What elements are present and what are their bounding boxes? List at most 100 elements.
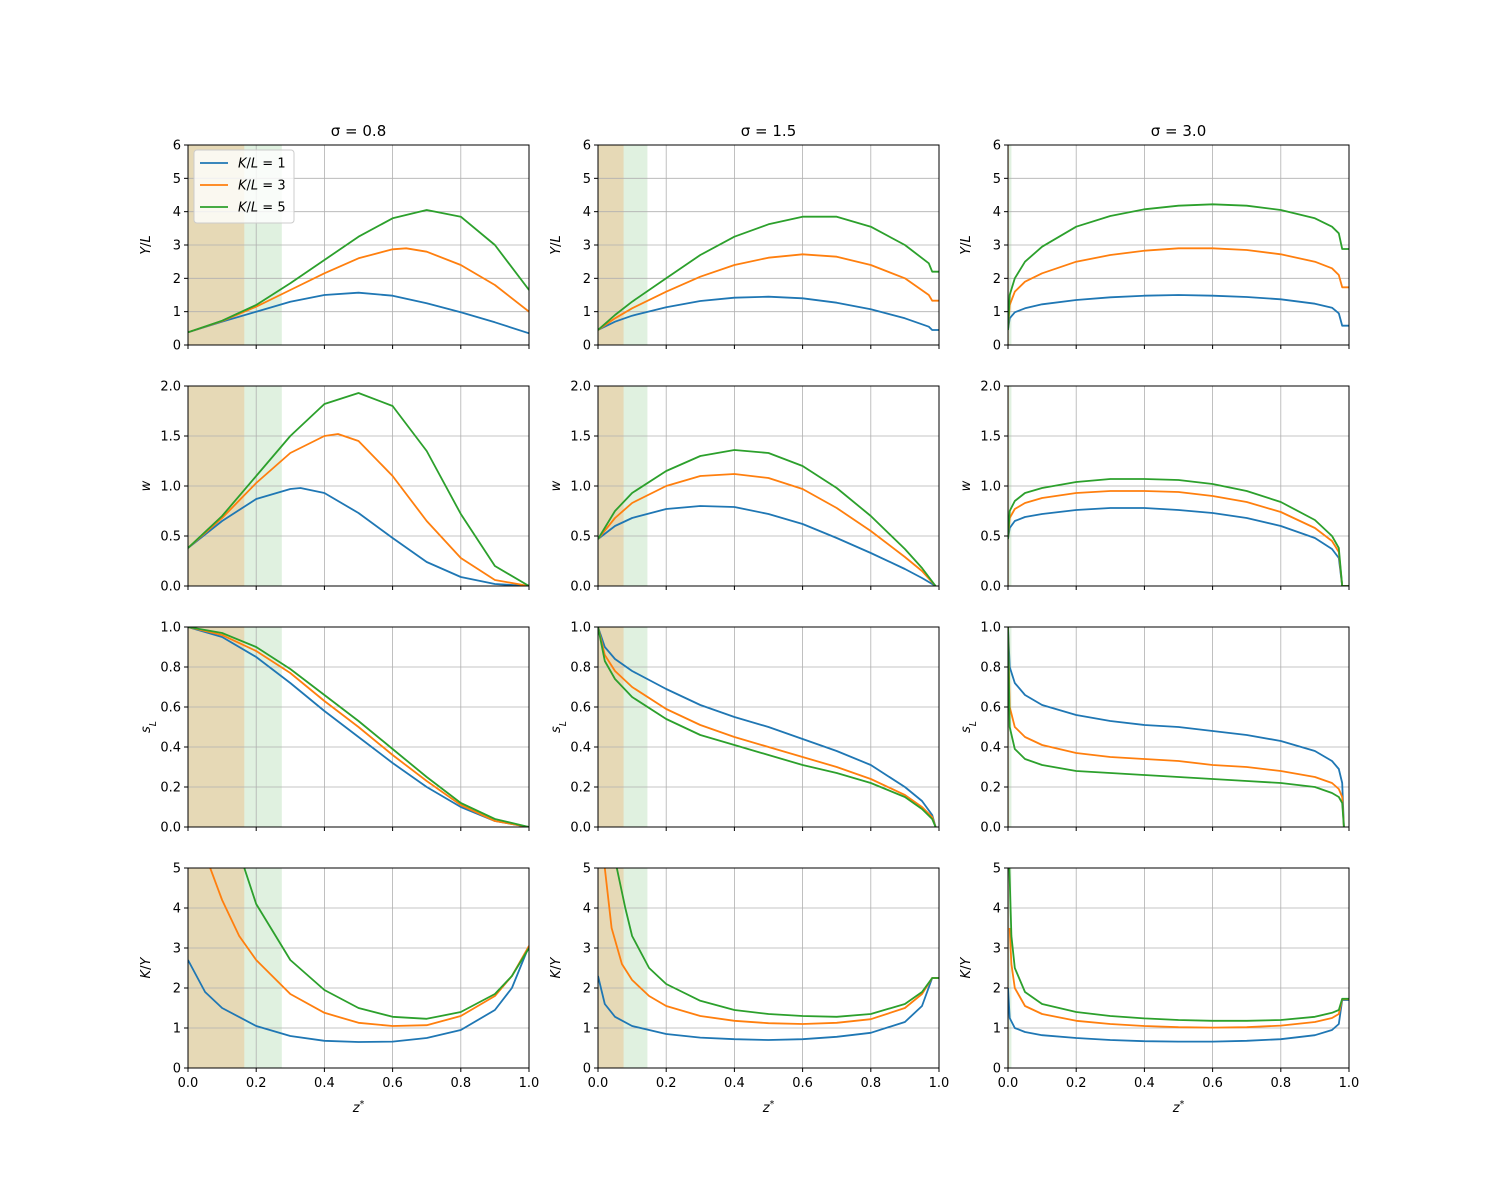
series-line-kl-3 xyxy=(188,433,529,586)
y-tick-label: 0.5 xyxy=(570,530,591,545)
y-tick-label: 2.0 xyxy=(160,380,181,395)
series-line-kl-1 xyxy=(188,627,529,827)
series-line-kl-1 xyxy=(188,945,529,1043)
y-tick-label: 1 xyxy=(993,305,1001,320)
series-line-kl-1 xyxy=(598,505,937,586)
subplot-col2-row1: 0.0 0.5 1.0 1.5 2.0 w xyxy=(959,380,1350,595)
series-line-kl-3 xyxy=(603,868,939,1025)
series-line-kl-1 xyxy=(1008,627,1345,827)
y-tick-label: 1 xyxy=(173,305,181,320)
y-tick-label: 6 xyxy=(173,139,181,154)
series-line-kl-1 xyxy=(188,487,529,586)
y-tick-label: 0.0 xyxy=(980,580,1001,595)
y-tick-label: 0.0 xyxy=(570,580,591,595)
shaded-region-green xyxy=(1008,868,1012,1068)
y-axis-label: w xyxy=(549,480,564,491)
y-tick-label: 6 xyxy=(993,139,1001,154)
y-tick-label: 3 xyxy=(993,239,1001,254)
y-tick-label: 2 xyxy=(993,272,1001,287)
series-line-kl-3 xyxy=(188,247,529,334)
panel-title: σ = 1.5 xyxy=(741,122,796,140)
x-tick-label: 0.4 xyxy=(314,1076,335,1091)
y-tick-label: 4 xyxy=(583,205,591,220)
shaded-region-green xyxy=(598,868,648,1068)
y-tick-label: 0 xyxy=(583,339,591,354)
y-tick-label: 2 xyxy=(583,982,591,997)
x-tick-label: 0.6 xyxy=(792,1076,813,1091)
y-axis-label: K/Y xyxy=(959,957,974,979)
y-tick-label: 1.0 xyxy=(160,480,181,495)
y-axis-label: Y/L xyxy=(549,235,564,255)
x-tick-label: 0.2 xyxy=(656,1076,677,1091)
subplot-col1-row3: 0 1 2 3 4 5 K/Y 0.0 0.2 0.4 0.6 0.8 1.0 z* xyxy=(549,862,949,1117)
y-tick-label: 2.0 xyxy=(570,380,591,395)
series-line-kl-5 xyxy=(188,392,529,586)
y-tick-label: 2 xyxy=(993,982,1001,997)
subplot-col0-row0: 0 1 2 3 4 5 6 Y/L K/L = 1 K/L = 3 K/L = 5 xyxy=(139,139,530,354)
x-tick-label: 0.4 xyxy=(724,1076,745,1091)
subplot-col1-row2: 0.0 0.2 0.4 0.6 0.8 1.0 sL xyxy=(549,621,940,836)
y-axis-label: K/Y xyxy=(549,957,564,979)
series-line-kl-1 xyxy=(1008,987,1349,1043)
series-line-kl-3 xyxy=(598,473,937,586)
y-tick-label: 1 xyxy=(993,1022,1001,1037)
x-tick-label: 0.8 xyxy=(1270,1076,1291,1091)
x-tick-label: 0.0 xyxy=(178,1076,199,1091)
series-line-kl-5 xyxy=(1008,627,1345,827)
axes-frame xyxy=(1007,626,1350,828)
subplot-col1-row1: 0.0 0.5 1.0 1.5 2.0 w xyxy=(549,380,940,595)
axes-frame xyxy=(187,626,530,828)
y-axis-label: w xyxy=(139,480,154,491)
subplot-col2-row0: 0 1 2 3 4 5 6 Y/L xyxy=(959,139,1350,354)
legend-box xyxy=(193,149,295,224)
series-line-kl-1 xyxy=(1008,294,1349,331)
axes-frame xyxy=(597,626,940,828)
x-tick-label: 0.8 xyxy=(860,1076,881,1091)
y-tick-label: 1.5 xyxy=(570,430,591,445)
axes-frame xyxy=(1007,867,1350,1069)
x-axis-label: z* xyxy=(762,1099,775,1117)
y-tick-label: 5 xyxy=(993,172,1001,187)
shaded-region-green xyxy=(188,868,282,1068)
series-line-kl-5 xyxy=(598,627,937,827)
legend: K/L = 1 K/L = 3 K/L = 5 xyxy=(193,149,295,224)
y-tick-label: 0.6 xyxy=(570,701,591,716)
legend-label: K/L = 5 xyxy=(238,201,286,216)
panel-title: σ = 0.8 xyxy=(331,122,386,140)
y-tick-label: 4 xyxy=(173,205,181,220)
series-line-kl-3 xyxy=(1008,927,1349,1029)
subplot-col2-row2: 0.0 0.2 0.4 0.6 0.8 1.0 sL xyxy=(959,621,1350,836)
series-line-kl-3 xyxy=(1008,247,1349,331)
series-line-kl-1 xyxy=(598,295,939,331)
y-tick-label: 0.8 xyxy=(160,661,181,676)
y-tick-label: 0.8 xyxy=(570,661,591,676)
legend-label: K/L = 3 xyxy=(238,179,286,194)
y-tick-label: 2 xyxy=(173,982,181,997)
y-tick-label: 5 xyxy=(583,172,591,187)
series-line-kl-5 xyxy=(1008,203,1349,331)
series-line-kl-5 xyxy=(598,449,937,586)
y-tick-label: 1.0 xyxy=(980,621,1001,636)
y-tick-label: 0.5 xyxy=(160,530,181,545)
series-line-kl-5 xyxy=(615,868,939,1018)
shaded-region-orange xyxy=(188,868,245,1068)
y-tick-label: 1 xyxy=(583,305,591,320)
series-line-kl-3 xyxy=(1008,490,1349,586)
legend-label: K/L = 1 xyxy=(238,157,286,172)
y-tick-label: 1.0 xyxy=(160,621,181,636)
series-line-kl-1 xyxy=(598,975,939,1041)
y-tick-label: 5 xyxy=(993,862,1001,877)
shaded-region-orange xyxy=(598,868,624,1068)
x-tick-label: 0.6 xyxy=(382,1076,403,1091)
x-axis-label: z* xyxy=(1172,1099,1185,1117)
x-tick-label: 0.2 xyxy=(246,1076,267,1091)
series-line-kl-5 xyxy=(1008,868,1349,1022)
series-line-kl-3 xyxy=(188,627,529,827)
y-tick-label: 4 xyxy=(583,902,591,917)
y-tick-label: 3 xyxy=(993,942,1001,957)
panel-title: σ = 3.0 xyxy=(1151,122,1206,140)
x-axis-label: z* xyxy=(352,1099,365,1117)
series-line-kl-5 xyxy=(243,868,529,1020)
subplot-col2-row3: 0 1 2 3 4 5 K/Y 0.0 0.2 0.4 0.6 0.8 1.0 z* xyxy=(959,862,1359,1117)
series-line-kl-3 xyxy=(1008,627,1345,827)
